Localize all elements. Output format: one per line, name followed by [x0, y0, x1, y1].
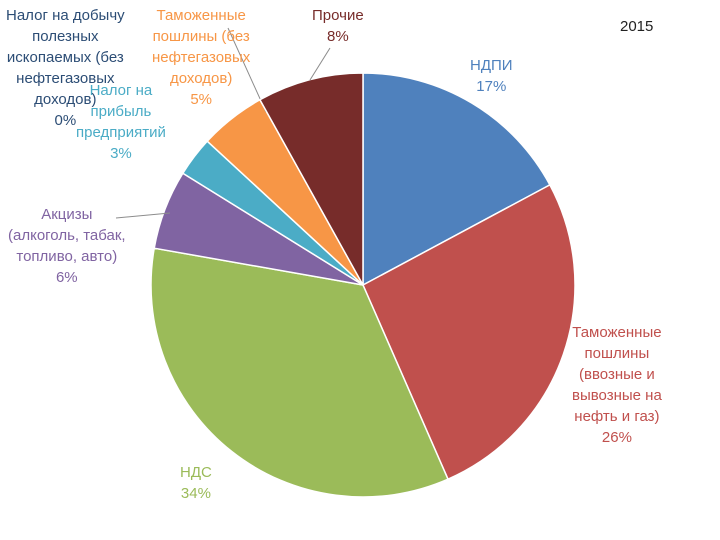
- slice-1-name-line: (ввозные и: [579, 366, 655, 383]
- slice-3-name-line: (алкоголь, табак,: [8, 227, 126, 244]
- slice-0-name-line: НДПИ: [470, 57, 513, 74]
- slice-6-name-line: нефтегазовых: [16, 70, 115, 87]
- slice-6-label: Налог на добычу полезных ископаемых (без не…: [6, 5, 125, 131]
- slice-6-name-line: полезных: [32, 28, 99, 45]
- slice-1-name-line: нефть и газ): [574, 408, 660, 425]
- slice-2: [150, 247, 449, 498]
- slice-4-name-line: Налог на: [89, 82, 153, 99]
- slice-7-name-line: Прочие: [312, 7, 364, 24]
- slice-6-name-line: ископаемых (без: [6, 49, 124, 66]
- slice-1-label: Таможенные пошлины (ввозные и вывозные на не…: [572, 322, 662, 448]
- slice-1-name-line: вывозные на: [572, 387, 662, 404]
- slice-7-label: Прочие 8%: [312, 5, 364, 47]
- slice-4-label: Налог на прибыль предприятий 3%: [76, 80, 166, 164]
- slice-5-percent: 5%: [190, 91, 212, 108]
- slice-6-name-line: Налог на добычу: [6, 7, 125, 24]
- slice-1-percent: 26%: [601, 429, 632, 446]
- year-label: 2015: [620, 18, 654, 35]
- slice-3-percent: 6%: [55, 269, 78, 286]
- slice-4-name-line: прибыль: [90, 103, 152, 120]
- slice-5-name-line: Таможенные: [156, 7, 246, 24]
- slice-7: [258, 72, 364, 288]
- slice-4-percent: 3%: [110, 145, 132, 162]
- slice-2-label: НДС 34%: [180, 462, 212, 504]
- slice-5-name-line: пошлины (без: [152, 28, 250, 45]
- slice-5-label: Таможенные пошлины (без нефтегазовых доходо…: [152, 5, 250, 110]
- slice-2-name-line: НДС: [180, 464, 212, 481]
- slice-6-name-line: доходов): [34, 91, 97, 108]
- slice-3-name-line: Акцизы: [41, 206, 93, 223]
- slice-3-name-line: топливо, авто): [16, 248, 118, 265]
- slice-3-label: Акцизы (алкоголь, табак, топливо, авто) 6%: [8, 204, 126, 288]
- slice-3-leader-line: [115, 212, 171, 219]
- slice-0-label: НДПИ 17%: [470, 55, 513, 97]
- slice-0: [362, 72, 551, 287]
- slice-7-percent: 8%: [327, 28, 349, 45]
- slice-5-name-line: доходов): [169, 70, 233, 87]
- slice-5-leader-line: [227, 27, 267, 113]
- slice-2-percent: 34%: [180, 485, 211, 502]
- slice-4-name-line: предприятий: [76, 124, 166, 141]
- slice-6-percent: 0%: [54, 112, 77, 129]
- slice-5-name-line: нефтегазовых: [152, 49, 251, 66]
- slice-1-name-line: Таможенные: [572, 324, 662, 341]
- slice-7-leader-line: [309, 47, 331, 81]
- slice-1-name-line: пошлины: [584, 345, 650, 362]
- slice-0-percent: 17%: [476, 78, 507, 95]
